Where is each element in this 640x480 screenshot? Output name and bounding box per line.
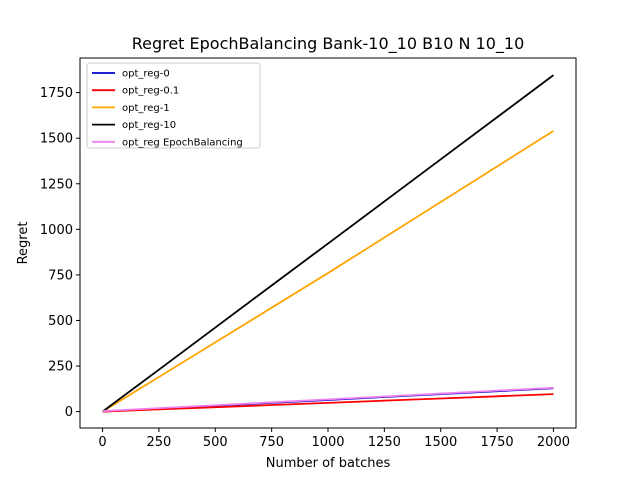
x-tick-label: 750 bbox=[259, 435, 284, 450]
legend-label-4: opt_reg EpochBalancing bbox=[122, 137, 243, 148]
x-tick-label: 2000 bbox=[537, 435, 570, 450]
x-tick-label: 1500 bbox=[424, 435, 457, 450]
x-tick-label: 1250 bbox=[368, 435, 401, 450]
series-line-1 bbox=[102, 393, 554, 413]
y-tick-label: 0 bbox=[65, 405, 73, 420]
y-tick-label: 1500 bbox=[40, 132, 73, 147]
x-tick-label: 0 bbox=[98, 435, 106, 450]
legend: opt_reg-0 opt_reg-0.1 opt_reg-1 opt_reg-10o… bbox=[86, 62, 261, 149]
x-axis-ticks: 0 250 500 750 1000 1250 1500 1750 2000 bbox=[98, 428, 570, 450]
y-axis-ticks: 0 250 500 750 1000 1250 1500 1750 bbox=[40, 86, 80, 420]
legend-label-3: opt_reg-10 bbox=[122, 120, 176, 131]
x-tick-label: 1750 bbox=[481, 435, 514, 450]
series-line-4 bbox=[102, 386, 554, 412]
plot-lines bbox=[102, 74, 554, 413]
legend-box bbox=[86, 62, 261, 149]
y-tick-label: 1250 bbox=[40, 177, 73, 192]
series-line-3 bbox=[102, 74, 554, 413]
chart-title: Regret EpochBalancing Bank-10_10 B10 N 1… bbox=[132, 34, 525, 54]
y-tick-label: 750 bbox=[48, 268, 73, 283]
x-axis-label: Number of batches bbox=[266, 456, 391, 471]
legend-label-0: opt_reg-0 bbox=[122, 69, 170, 80]
series-line-2 bbox=[102, 130, 554, 413]
y-tick-label: 250 bbox=[48, 360, 73, 375]
y-tick-label: 1000 bbox=[40, 223, 73, 238]
y-tick-label: 500 bbox=[48, 314, 73, 329]
x-tick-label: 1000 bbox=[311, 435, 344, 450]
x-tick-label: 250 bbox=[146, 435, 171, 450]
y-axis-label: Regret bbox=[16, 222, 31, 265]
legend-label-1: opt_reg-0.1 bbox=[122, 86, 179, 97]
x-tick-label: 500 bbox=[203, 435, 228, 450]
y-tick-label: 1750 bbox=[40, 86, 73, 101]
legend-label-2: opt_reg-1 bbox=[122, 103, 170, 114]
